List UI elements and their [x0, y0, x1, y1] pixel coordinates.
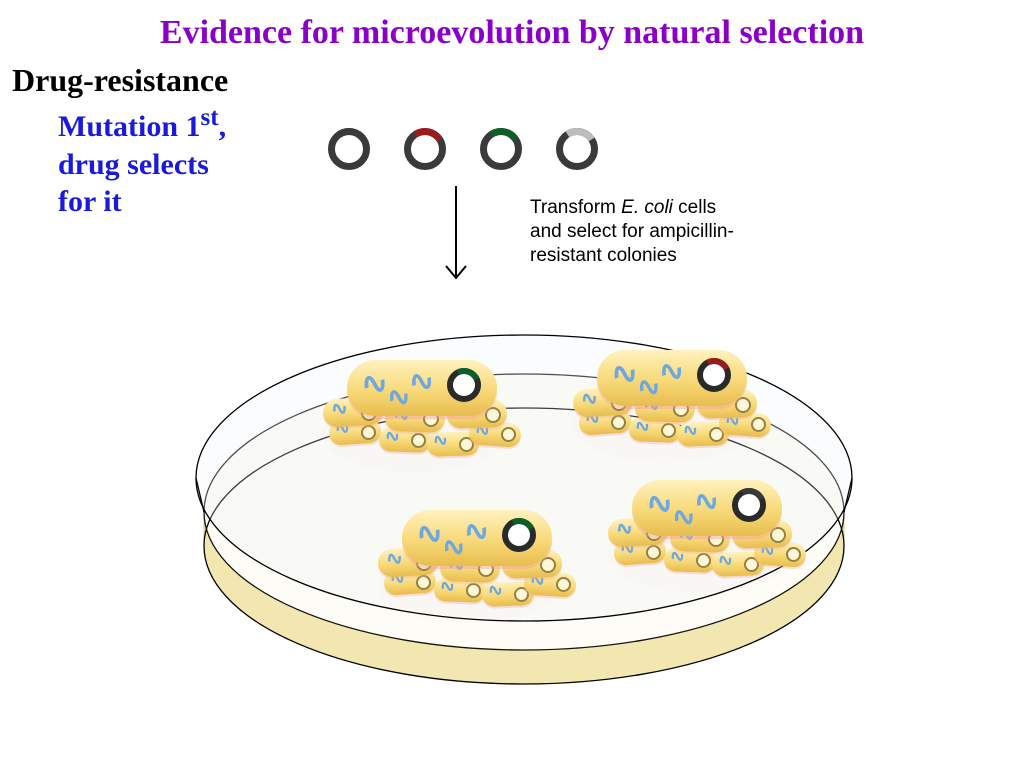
caption-italic: E. coli	[621, 197, 673, 218]
caption-line2: and select for ampicillin-	[530, 220, 734, 244]
plasmid-4	[556, 128, 598, 170]
mutation-note-line3: for it	[58, 183, 226, 221]
subtitle: Drug-resistance	[12, 62, 228, 99]
plasmid-2	[404, 128, 446, 170]
bacteria-colony-2: ∿∿∿∿∿∿∿∿∿∿	[569, 340, 769, 460]
bacteria-colony-3: ∿∿∿∿∿∿∿∿∿∿	[374, 500, 574, 620]
bacteria-colony-1: ∿∿∿∿∿∿∿∿∿∿	[319, 350, 519, 470]
petri-dish-region: ∿∿∿∿∿∿∿∿∿∿∿∿∿∿∿∿∿∿∿∿∿∿∿∿∿∿∿∿∿∿∿∿∿∿∿∿∿∿∿∿	[174, 290, 874, 720]
arrow-down-icon	[444, 184, 468, 288]
mutation-note: Mutation 1st, drug selects for it	[58, 102, 226, 221]
bacteria-colony-4: ∿∿∿∿∿∿∿∿∿∿	[604, 470, 804, 590]
mutation-note-line1-post: ,	[219, 110, 227, 143]
caption-post1: cells	[673, 197, 716, 218]
transform-caption: Transform E. coli cells and select for a…	[530, 196, 734, 267]
mutation-note-line1-pre: Mutation 1	[58, 110, 201, 143]
caption-pre: Transform	[530, 197, 621, 218]
mutation-note-sup: st	[201, 104, 219, 131]
mutation-note-line2: drug selects	[58, 146, 226, 184]
plasmid-row	[328, 128, 598, 170]
plasmid-1	[328, 128, 370, 170]
plasmid-3	[480, 128, 522, 170]
page-title: Evidence for microevolution by natural s…	[0, 14, 1024, 52]
caption-line3: resistant colonies	[530, 244, 734, 268]
